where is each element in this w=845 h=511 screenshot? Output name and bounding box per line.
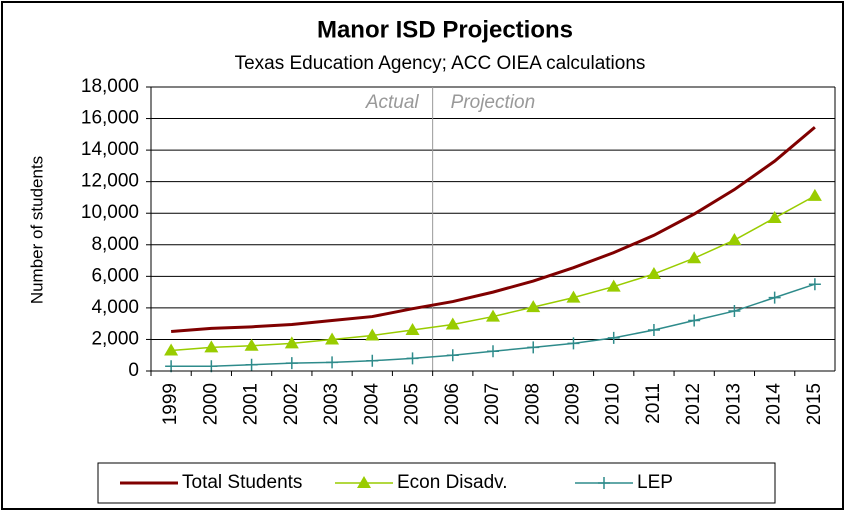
marker [566, 290, 581, 303]
y-tick-label: 2,000 [91, 328, 139, 349]
marker [164, 343, 179, 356]
marker [808, 278, 821, 291]
marker [205, 360, 218, 373]
x-tick-label: 2011 [643, 383, 664, 424]
x-tick-label: 2004 [361, 383, 382, 426]
annotation: Projection [451, 92, 536, 113]
marker [285, 357, 298, 370]
x-tick-label: 2014 [764, 383, 785, 426]
y-tick-label: 16,000 [81, 108, 139, 129]
legend-box [97, 462, 776, 504]
legend-label: Total Students [182, 472, 302, 493]
marker [646, 266, 661, 279]
y-tick-label: 4,000 [91, 297, 139, 318]
series-line [171, 126, 816, 334]
legend-label: LEP [637, 472, 673, 493]
marker [728, 305, 741, 318]
x-tick-label: 2015 [804, 383, 825, 425]
marker [486, 309, 500, 322]
marker [526, 300, 541, 313]
x-tick-label: 1999 [160, 383, 181, 425]
y-tick-label: 6,000 [91, 265, 139, 286]
marker [366, 354, 379, 367]
y-tick-label: 12,000 [81, 171, 139, 192]
marker [687, 251, 702, 264]
marker [405, 322, 420, 335]
marker [406, 352, 419, 365]
marker [647, 323, 660, 336]
y-tick-label: 14,000 [81, 139, 139, 160]
legend-marker [598, 477, 610, 489]
marker [768, 291, 781, 304]
marker [284, 336, 299, 349]
y-tick-label: 18,000 [81, 76, 139, 97]
marker [607, 331, 620, 344]
x-tick-label: 2002 [281, 383, 302, 425]
marker [204, 340, 219, 353]
y-tick-label: 0 [128, 360, 139, 381]
marker [527, 341, 540, 354]
x-tick-label: 2000 [200, 383, 221, 425]
x-tick-label: 2006 [442, 383, 463, 425]
chart-title: Manor ISD Projections [317, 16, 573, 43]
annotation: Actual [365, 92, 420, 113]
marker [767, 210, 782, 223]
x-tick-label: 2001 [241, 383, 262, 425]
x-tick-label: 2003 [321, 383, 342, 425]
marker [365, 328, 380, 341]
chart-subtitle: Texas Education Agency; ACC OIEA calcula… [235, 53, 646, 74]
marker [567, 337, 580, 350]
marker [487, 345, 499, 358]
x-tick-label: 2009 [562, 383, 583, 425]
marker [606, 279, 621, 292]
x-tick-label: 2005 [402, 383, 423, 425]
y-axis-label: Number of students [27, 156, 46, 304]
x-tick-label: 2008 [522, 383, 543, 425]
marker [245, 358, 258, 371]
y-tick-label: 8,000 [91, 234, 139, 255]
legend-label: Econ Disadv. [397, 472, 508, 493]
marker [165, 360, 178, 373]
y-tick-label: 10,000 [81, 202, 139, 223]
legend-marker [357, 476, 371, 488]
x-tick-label: 2007 [482, 383, 503, 425]
marker [446, 349, 459, 362]
marker [325, 332, 340, 345]
marker [445, 317, 460, 330]
marker [326, 356, 339, 369]
marker [244, 338, 259, 351]
x-tick-label: 2010 [603, 383, 624, 425]
x-tick-label: 2012 [683, 383, 704, 425]
marker [727, 233, 742, 246]
marker [807, 188, 822, 201]
marker [688, 314, 701, 327]
x-tick-label: 2013 [723, 383, 744, 425]
